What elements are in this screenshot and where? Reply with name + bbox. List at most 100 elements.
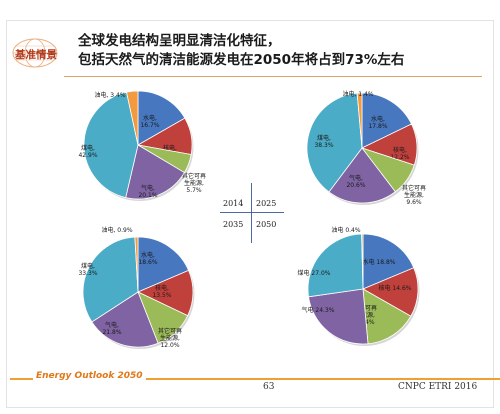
- slice-label-name: 其它可再: [158, 327, 182, 335]
- slice-label-value: 17.8%: [368, 123, 387, 130]
- slice-label-oil: 油电, 3.4%: [94, 91, 125, 99]
- pie-slice-coal: [83, 91, 139, 199]
- slice-label-oil: 油电 0.4%: [331, 226, 360, 234]
- pie-chart-2035: 水电, 18.6% 核电, 13.5% 其它可再生能源, 12.0% 气电, 21.8% 煤电,…: [78, 226, 195, 349]
- quadrant-year-2025: 2025: [256, 199, 277, 208]
- pie-slice-hydro: [137, 236, 190, 293]
- slice-label-renewable: 其它可再生能源, 9.6%: [402, 184, 426, 206]
- slice-label-hydro: 水电, 17.8%: [368, 115, 387, 130]
- pie-slice-oil: [356, 92, 363, 149]
- quadrant-year-2035: 2035: [223, 220, 244, 229]
- slice-label-name: 煤电,: [81, 144, 95, 152]
- pie-slice-nuclear: [362, 267, 419, 317]
- slice-label-name: 其它可再: [182, 172, 206, 180]
- slice-label-name: 生能源,: [160, 334, 180, 342]
- slice-label-value: 21.8%: [102, 329, 121, 336]
- footer-org: CNPC ETRI 2016: [398, 382, 478, 392]
- slice-label-renewable: 其它可再生能源, 12.0%: [158, 327, 182, 349]
- slice-label-text: 油电, 0.9%: [101, 226, 132, 234]
- pie-slice-gas: [308, 288, 369, 345]
- pie-chart-2050: 水电 18.8%核电 14.6%其它可再生能源,15.4%气电 24.3%煤电 …: [298, 226, 420, 346]
- slice-label-value: 42.9%: [78, 152, 97, 159]
- slice-label-text: 油电 0.4%: [331, 226, 360, 234]
- pie-slice-gas: [91, 291, 159, 348]
- slice-label-name: 水电,: [143, 114, 157, 122]
- slice-label-hydro: 水电, 18.6%: [138, 251, 157, 266]
- slice-label-coal: 煤电, 42.9%: [78, 144, 97, 159]
- pie-chart-2025: 水电, 17.8% 核电, 12.2% 其它可再生能源, 9.6% 气电, 20.6% 煤电, 3…: [306, 90, 426, 206]
- slice-label-value: 13.5%: [152, 292, 171, 299]
- pie-slice-oil: [134, 236, 139, 293]
- slice-label-gas: 气电 24.3%: [302, 306, 335, 314]
- pie-chart-2014: 水电,16.7%核电,11.1%其它可再生能源,5.7%气电,20.1%煤电,4…: [78, 90, 206, 201]
- pie-slice-oil: [361, 233, 364, 290]
- badge-label: 基准情景: [15, 49, 57, 61]
- slice-label-hydro: 水电 18.8%: [363, 258, 396, 266]
- pie-slice-oil: [126, 90, 139, 146]
- slice-label-value: 18.6%: [138, 259, 157, 266]
- slice-label-gas: 气电, 20.1%: [138, 184, 157, 199]
- quadrant-h-line: [220, 212, 284, 213]
- slice-label-oil: 油电, 1.4%: [342, 90, 373, 98]
- quadrant-v-line: [251, 183, 252, 243]
- slice-label-nuclear: 核电, 13.5%: [152, 284, 171, 299]
- slice-label-name: 核电,: [163, 144, 177, 152]
- slice-label-gas: 气电, 20.6%: [346, 174, 365, 189]
- slice-label-value: 12.0%: [160, 342, 179, 349]
- slice-label-value: 20.1%: [138, 192, 157, 199]
- pie-slice-renewable: [362, 288, 412, 345]
- slice-label-oil: 油电, 0.9%: [101, 226, 132, 234]
- slice-label-name: 气电,: [349, 174, 363, 182]
- slice-label-text: 油电, 3.4%: [94, 91, 125, 99]
- slice-label-text: 气电 24.3%: [302, 306, 335, 314]
- slice-label-text: 煤电 27.0%: [298, 269, 331, 277]
- pie-slice-gas: [328, 147, 396, 204]
- slice-label-text: 核电 14.6%: [379, 284, 412, 292]
- slice-label-text: 油电, 1.4%: [342, 90, 373, 98]
- slice-label-value: 38.3%: [314, 142, 333, 149]
- slice-label-value: 12.2%: [390, 154, 409, 161]
- slice-label-name: 核电,: [155, 284, 169, 292]
- slice-label-name: 煤电,: [317, 134, 331, 142]
- pie-slice-hydro: [137, 90, 186, 146]
- footer-bar: [10, 378, 500, 380]
- slice-label-nuclear: 核电, 12.2%: [390, 146, 409, 161]
- slice-label-value: 20.6%: [346, 182, 365, 189]
- title-divider: [64, 76, 482, 77]
- slice-label-name: 生能源,: [404, 191, 424, 199]
- slice-label-name: 煤电,: [81, 262, 95, 270]
- slice-label-value: 16.7%: [140, 122, 159, 129]
- pie-slice-coal: [307, 233, 364, 298]
- title-line-1: 全球发电结构呈明显清洁化特征，: [78, 33, 281, 49]
- quadrant-year-2014: 2014: [223, 199, 244, 208]
- slide-title: 全球发电结构呈明显清洁化特征， 包括天然气的清洁能源发电在2050年将占到73%…: [78, 32, 404, 70]
- slice-label-value: 9.6%: [406, 199, 422, 206]
- scenario-badge: 基准情景: [10, 37, 60, 69]
- slice-label-hydro: 水电, 16.7%: [140, 114, 159, 129]
- slice-label-value: 33.3%: [78, 270, 97, 277]
- slice-label-value: 5.7%: [186, 187, 202, 194]
- pie-slice-hydro: [362, 233, 415, 290]
- page-number: 63: [263, 382, 275, 392]
- pie-slice-coal: [306, 92, 363, 193]
- year-quadrant: 2014 2025 2035 2050: [220, 183, 284, 243]
- title-line-2: 包括天然气的清洁能源发电在2050年将占到73%左右: [78, 52, 405, 68]
- slice-label-name: 水电,: [141, 251, 155, 259]
- slice-label-name: 气电,: [141, 184, 155, 192]
- slice-label-name: 其它可再: [402, 184, 426, 192]
- quadrant-year-2050: 2050: [256, 220, 277, 229]
- pie-slice-hydro: [361, 92, 413, 149]
- slice-label-gas: 气电, 21.8%: [102, 321, 121, 336]
- slice-label-nuclear: 核电 14.6%: [379, 284, 412, 292]
- slice-label-name: 生能源,: [184, 179, 204, 187]
- pie-slice-coal: [82, 236, 139, 323]
- slice-label-name: 气电,: [105, 321, 119, 329]
- slice-label-name: 水电,: [371, 115, 385, 123]
- slice-label-coal: 煤电, 33.3%: [78, 262, 97, 277]
- footer-brand: Energy Outlook 2050: [33, 371, 146, 381]
- slide-frame: [6, 20, 494, 408]
- globe-icon: [12, 38, 58, 68]
- slice-label-name: 核电,: [393, 146, 407, 154]
